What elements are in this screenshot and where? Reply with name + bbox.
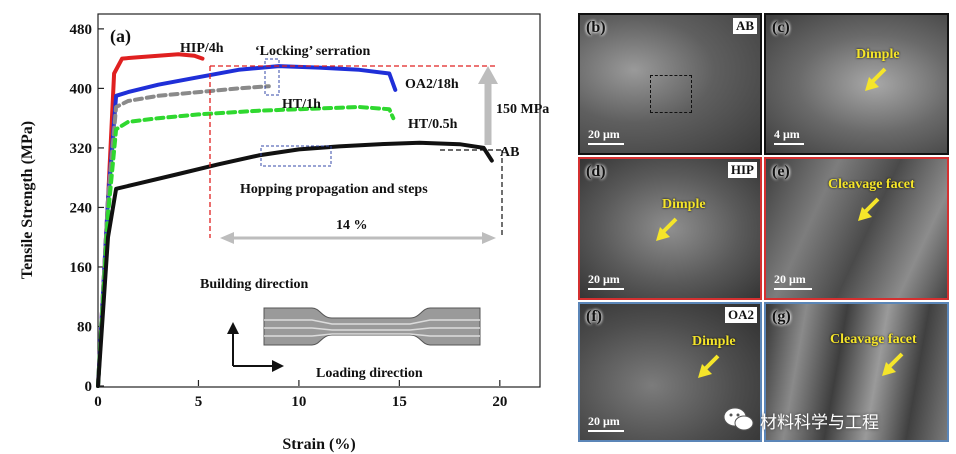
hopping-annotation: Hopping propagation and steps [240, 182, 428, 197]
micrograph-g: (g) Cleavage facet [764, 302, 949, 442]
y-axis-label: Tensile Strength (MPa) [19, 121, 36, 279]
series-line-ht-1h [96, 84, 271, 388]
series-label-hip: HIP/4h [180, 41, 224, 56]
micrograph-e: (e) Cleavage facet 20 μm [764, 157, 949, 300]
y-tick-label: 80 [77, 319, 92, 335]
micrograph-c: (c) Dimple 4 μm [764, 13, 949, 155]
y-tick-label: 480 [70, 22, 93, 38]
building-direction-label: Building direction [200, 277, 308, 292]
x-tick-label: 20 [492, 394, 507, 410]
micrograph-label: (f) [586, 308, 602, 325]
watermark-text: 材料科学与工程 [760, 413, 879, 433]
y-tick-label: 160 [70, 260, 93, 276]
micrograph-annotation: Cleavage facet [828, 177, 915, 192]
x-tick-label: 15 [392, 394, 407, 410]
micrograph-annotation: Dimple [662, 197, 706, 212]
series-label-ht05: HT/0.5h [408, 117, 458, 132]
strength-gap-arrowhead [478, 66, 498, 84]
loading-direction-label: Loading direction [316, 366, 423, 381]
scale-bar: 20 μm [588, 272, 624, 290]
micrograph-label: (e) [772, 163, 790, 180]
y-tick-label: 0 [85, 379, 93, 395]
x-tick-label: 5 [195, 394, 203, 410]
yellow-arrow-icon [865, 67, 887, 91]
x-axis-label: Strain (%) [282, 436, 355, 453]
strain-gap-left-head [220, 232, 234, 244]
micrograph-tag: OA2 [725, 307, 757, 323]
micrograph-tag: HIP [727, 162, 757, 178]
micrograph-d: (d) HIP Dimple 20 μm [578, 157, 762, 300]
series-line-ht-0-5h [96, 105, 396, 388]
series-lines [96, 52, 494, 388]
yellow-arrow-icon [698, 354, 720, 378]
strain-gap-label: 14 % [336, 218, 368, 233]
wechat-icon [723, 407, 754, 431]
axes: 0 5 10 15 20 0 80 160 240 320 400 480 [70, 22, 508, 410]
micrograph-label: (d) [586, 163, 606, 180]
specimen-sketch [263, 307, 481, 346]
yellow-arrow-icon [882, 352, 904, 376]
micrograph-label: (b) [586, 19, 606, 36]
strength-gap-label: 150 MPa [496, 102, 549, 117]
series-line-ab [96, 140, 494, 388]
micrograph-annotation: Dimple [856, 47, 900, 62]
scale-bar: 20 μm [588, 414, 624, 432]
micrograph-tag: AB [732, 18, 757, 34]
y-tick-label: 240 [70, 200, 93, 216]
x-tick-label: 10 [291, 394, 306, 410]
panel-label-a: (a) [110, 26, 131, 47]
micrograph-annotation: Cleavage facet [830, 332, 917, 347]
strain-gap-right-head [482, 232, 496, 244]
zoom-region [650, 75, 692, 113]
scale-bar: 20 μm [774, 272, 812, 290]
series-line-oa2-18h [96, 64, 398, 388]
micrograph-b: (b) AB 20 μm [578, 13, 762, 155]
micrograph-label: (c) [772, 19, 790, 36]
plot-frame [97, 13, 541, 388]
series-label-oa2: OA2/18h [405, 77, 459, 92]
series-label-ht1: HT/1h [282, 97, 321, 112]
micrograph-label: (g) [772, 308, 791, 325]
scale-bar: 4 μm [774, 127, 804, 145]
locking-box [264, 58, 280, 96]
tensile-chart: 0 5 10 15 20 0 80 160 240 320 400 480 (a) HIP/4h ‘L… [19, 13, 549, 453]
y-tick-label: 400 [70, 81, 93, 97]
micrograph-annotation: Dimple [692, 334, 736, 349]
x-tick-label: 0 [94, 394, 102, 410]
scale-bar: 20 μm [588, 127, 624, 145]
yellow-arrow-icon [656, 217, 678, 241]
yellow-arrow-icon [858, 197, 880, 221]
hopping-box [260, 145, 332, 167]
series-label-ab: AB [500, 145, 519, 160]
y-tick-label: 320 [70, 141, 93, 157]
locking-annotation: ‘Locking’ serration [255, 44, 370, 59]
